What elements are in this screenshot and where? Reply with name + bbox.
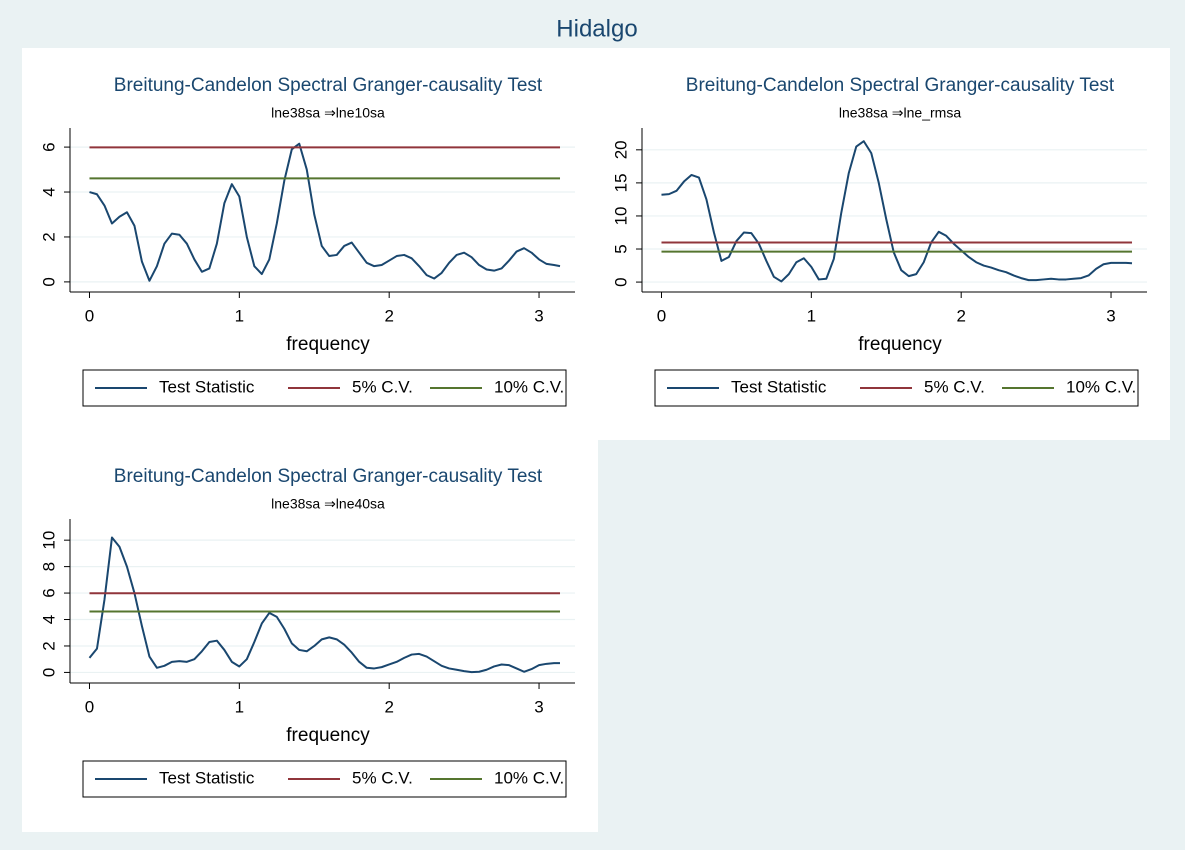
series-line <box>89 142 561 282</box>
x-tick-label: 2 <box>956 306 965 325</box>
y-tick-label: 10 <box>611 206 630 225</box>
x-tick-label: 1 <box>235 306 244 325</box>
chart-subtitle: lne38sa ⇒lne_rmsa <box>839 105 961 121</box>
x-tick-label: 3 <box>1106 306 1115 325</box>
legend-label: Test Statistic <box>159 768 255 787</box>
legend-label: 10% C.V. <box>494 768 564 787</box>
chart-subtitle: lne38sa ⇒lne10sa <box>271 105 385 121</box>
y-tick-label: 10 <box>39 531 58 550</box>
chart-title: Breitung-Candelon Spectral Granger-causa… <box>114 75 543 96</box>
legend-label: 10% C.V. <box>1066 377 1136 396</box>
legend-box <box>654 369 1139 407</box>
y-tick-label: 2 <box>39 232 58 241</box>
chart-title: Breitung-Candelon Spectral Granger-causa… <box>686 75 1115 96</box>
x-tick-label: 0 <box>85 306 94 325</box>
legend-label: 10% C.V. <box>494 377 564 396</box>
y-tick-label: 5 <box>611 244 630 253</box>
graph-title: Hidalgo <box>556 15 637 42</box>
x-tick-label: 2 <box>384 306 393 325</box>
y-tick-label: 2 <box>39 641 58 650</box>
y-tick-label: 4 <box>39 615 58 624</box>
x-tick-label: 0 <box>657 306 666 325</box>
y-tick-label: 0 <box>39 668 58 677</box>
y-tick-label: 15 <box>611 173 630 192</box>
chart-title: Breitung-Candelon Spectral Granger-causa… <box>114 466 543 487</box>
y-tick-label: 4 <box>39 187 58 196</box>
y-tick-label: 20 <box>611 140 630 159</box>
series-line <box>88 536 561 674</box>
y-tick-label: 8 <box>39 562 58 571</box>
legend-label: 5% C.V. <box>352 377 413 396</box>
y-tick-label: 0 <box>39 277 58 286</box>
chart-subtitle: lne38sa ⇒lne40sa <box>271 496 385 512</box>
x-tick-label: 2 <box>384 697 393 716</box>
x-tick-label: 1 <box>235 697 244 716</box>
x-axis-title: frequency <box>858 334 942 355</box>
chart: Breitung-Candelon Spectral Granger-causa… <box>611 75 1147 407</box>
legend-label: Test Statistic <box>731 377 827 396</box>
legend-label: Test Statistic <box>159 377 255 396</box>
x-axis-title: frequency <box>286 725 370 746</box>
series-line <box>661 140 1133 283</box>
x-tick-label: 3 <box>534 306 543 325</box>
x-axis-title: frequency <box>286 334 370 355</box>
legend-label: 5% C.V. <box>352 768 413 787</box>
legend-box <box>82 369 567 407</box>
y-tick-label: 6 <box>39 142 58 151</box>
x-tick-label: 1 <box>807 306 816 325</box>
y-tick-label: 0 <box>611 277 630 286</box>
x-tick-label: 3 <box>534 697 543 716</box>
chart: Breitung-Candelon Spectral Granger-causa… <box>39 466 575 798</box>
legend-label: 5% C.V. <box>924 377 985 396</box>
panel <box>22 48 1170 440</box>
legend-box <box>82 760 567 798</box>
y-tick-label: 6 <box>39 588 58 597</box>
panel <box>22 440 598 832</box>
chart: Breitung-Candelon Spectral Granger-causa… <box>39 75 575 407</box>
x-tick-label: 0 <box>85 697 94 716</box>
